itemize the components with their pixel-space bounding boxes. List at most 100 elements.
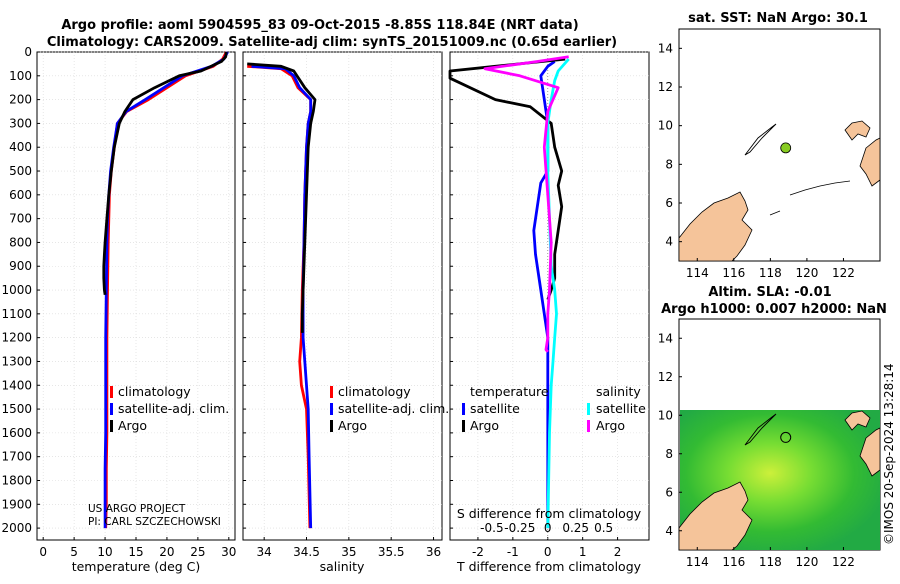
difference-legend: temperature satellite Argo salinity sate… xyxy=(462,384,646,433)
legend-label-s-satellite: satellite xyxy=(596,401,646,416)
map-y-tick-label: 12 xyxy=(658,80,673,94)
legend-swatch-s-satellite xyxy=(587,403,590,415)
legend-label-t-satellite: satellite xyxy=(470,401,520,416)
map-y-tick-label: 10 xyxy=(658,119,673,133)
map-y-tick-label: 10 xyxy=(658,408,673,422)
credit-line2: PI: CARL SZCZECHOWSKI xyxy=(88,516,221,528)
sst-land-northeast xyxy=(859,137,881,187)
legend-label-climatology: climatology xyxy=(118,384,191,399)
sla-land-northeast xyxy=(859,427,881,477)
series-line-climatology xyxy=(247,64,313,529)
s-tick-label: 0.5 xyxy=(594,521,613,535)
salinity-axes xyxy=(242,51,443,541)
x-tick-label: 0 xyxy=(39,545,47,559)
profile-lines xyxy=(102,51,570,529)
legend-swatch-satellite xyxy=(110,403,113,415)
x-tick-label: 25 xyxy=(190,545,205,559)
map-y-tick-label: 6 xyxy=(665,196,673,210)
legend-swatch-s-argo xyxy=(587,420,590,432)
figure-title-line1: Argo profile: aoml 5904595_83 09-Oct-201… xyxy=(61,18,578,33)
y-tick-label: 1800 xyxy=(1,473,32,487)
y-tick-label: 500 xyxy=(9,164,32,178)
x-tick-label: 0 xyxy=(544,545,552,559)
legend-swatch-t-satellite xyxy=(462,403,465,415)
map-y-tick-label: 4 xyxy=(665,235,673,249)
map-y-tick-label: 8 xyxy=(665,157,673,171)
map-y-tick-label: 6 xyxy=(665,485,673,499)
map-x-tick-label: 118 xyxy=(759,555,782,569)
sla-land-east xyxy=(844,410,871,431)
temperature-legend: climatology satellite-adj. clim. Argo xyxy=(110,384,229,433)
sla-float-marker xyxy=(780,431,792,443)
map-x-tick-label: 122 xyxy=(832,555,855,569)
y-tick-label: 1500 xyxy=(1,402,32,416)
y-tick-label: 1000 xyxy=(1,283,32,297)
legend-swatch-climatology xyxy=(110,386,113,398)
sst-island-chain xyxy=(769,180,851,216)
s-tick-label: 0 xyxy=(544,521,552,535)
x-tick-label: 20 xyxy=(159,545,174,559)
y-tick-label: 1200 xyxy=(1,331,32,345)
y-tick-label: 0 xyxy=(24,45,32,59)
salinity-legend: climatology satellite-adj. clim. Argo xyxy=(330,384,449,433)
x-tick-label: 34.5 xyxy=(293,545,320,559)
series-line-satellite-adj-clim- xyxy=(251,64,313,529)
y-tick-label: 1100 xyxy=(1,307,32,321)
legend-label-s-argo: Argo xyxy=(596,418,625,433)
map-x-tick-label: 120 xyxy=(795,266,818,280)
legend-label-argo: Argo xyxy=(118,418,147,433)
x-tick-label: 35.5 xyxy=(378,545,405,559)
map-y-tick-label: 12 xyxy=(658,370,673,384)
s-tick-label: -0.25 xyxy=(504,521,535,535)
map-x-tick-label: 122 xyxy=(832,266,855,280)
legend-swatch-t-argo xyxy=(462,420,465,432)
sla-map-title2: Argo h1000: 0.007 h2000: NaN xyxy=(661,302,887,317)
y-tick-label: 900 xyxy=(9,259,32,273)
s-tick-label: 0.25 xyxy=(562,521,589,535)
y-tick-label: 400 xyxy=(9,140,32,154)
sst-map xyxy=(678,28,881,262)
x-tick-label: 36 xyxy=(426,545,441,559)
y-tick-label: 300 xyxy=(9,116,32,130)
sst-float-marker xyxy=(780,142,792,154)
sla-map xyxy=(678,318,881,551)
map-x-tick-label: 114 xyxy=(686,266,709,280)
legend-swatch-satellite xyxy=(330,403,333,415)
map-x-tick-label: 114 xyxy=(686,555,709,569)
legend-label-t-argo: Argo xyxy=(470,418,499,433)
legend-heading-temperature: temperature xyxy=(470,384,549,399)
legend-label-satellite: satellite-adj. clim. xyxy=(118,401,229,416)
x-tick-label: 34 xyxy=(257,545,272,559)
difference-xlabel: T difference from climatology xyxy=(456,559,642,574)
salinity-xlabel: salinity xyxy=(320,559,365,574)
x-tick-label: 35 xyxy=(341,545,356,559)
y-tick-label: 200 xyxy=(9,93,32,107)
series-line-s-argo xyxy=(483,55,569,353)
x-tick-label: 30 xyxy=(221,545,236,559)
series-line-argo xyxy=(247,62,317,333)
legend-swatch-argo xyxy=(110,420,113,432)
x-tick-label: 2 xyxy=(614,545,622,559)
x-tick-label: 10 xyxy=(97,545,112,559)
credit-line1: US ARGO PROJECT xyxy=(88,503,186,515)
legend-swatch-argo xyxy=(330,420,333,432)
y-tick-label: 1900 xyxy=(1,497,32,511)
map-y-tick-label: 4 xyxy=(665,524,673,538)
x-tick-label: 15 xyxy=(128,545,143,559)
sst-island-coast xyxy=(744,123,777,156)
sla-map-title1: Altim. SLA: -0.01 xyxy=(708,285,831,300)
legend-label-argo: Argo xyxy=(338,418,367,433)
x-tick-label: 1 xyxy=(579,545,587,559)
legend-label-satellite: satellite-adj. clim. xyxy=(338,401,449,416)
map-x-tick-label: 116 xyxy=(722,266,745,280)
sla-island-coast xyxy=(744,413,777,446)
y-tick-label: 700 xyxy=(9,212,32,226)
y-tick-label: 1700 xyxy=(1,450,32,464)
grid-lines xyxy=(37,51,649,540)
sst-map-title: sat. SST: NaN Argo: 30.1 xyxy=(688,11,868,26)
tick-labels: 0100200300400500600700800900100011001200… xyxy=(1,45,621,559)
map-y-tick-label: 14 xyxy=(658,331,673,345)
x-tick-label: -2 xyxy=(472,545,484,559)
y-tick-label: 2000 xyxy=(1,521,32,535)
